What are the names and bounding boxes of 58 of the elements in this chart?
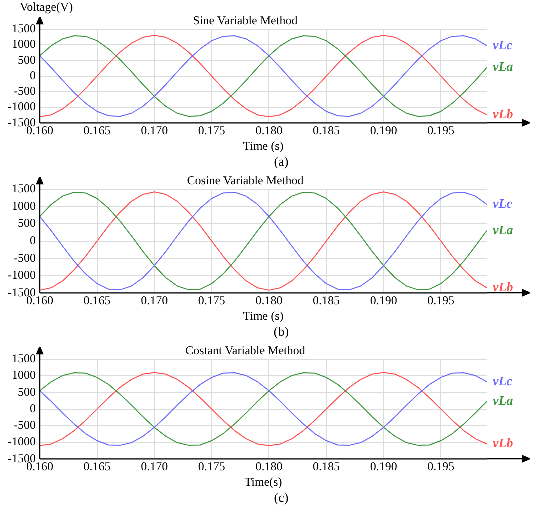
x-tick-label: 0.175 xyxy=(198,294,226,308)
y-tick-label: -1000 xyxy=(8,434,36,449)
series-label: vLa xyxy=(493,222,514,238)
y-tick-label: 1000 xyxy=(12,368,36,382)
x-tick-label: 0.195 xyxy=(428,124,455,138)
x-tick-label: 0.180 xyxy=(256,294,283,308)
x-tick-label: 0.180 xyxy=(256,460,283,474)
y-tick-label: 1500 xyxy=(12,352,36,366)
x-tick-label: 0.165 xyxy=(84,294,111,308)
text: (c) xyxy=(274,490,289,505)
x-tick-label: 0.175 xyxy=(198,460,226,474)
x-tick-label: 0.185 xyxy=(313,460,340,474)
series-label: vLa xyxy=(493,59,514,74)
series-label: vLc xyxy=(493,196,513,211)
y-tick-label: -1000 xyxy=(8,268,36,282)
x-tick-label: 0.185 xyxy=(313,124,340,138)
x-tick-label: 0.190 xyxy=(370,294,398,308)
series-label: vLb xyxy=(493,279,514,294)
y-tick-label: -500 xyxy=(14,418,36,432)
chart-title: Cosine Variable Method xyxy=(187,173,304,188)
y-tick-label: 0 xyxy=(30,68,36,82)
x-axis-title: Time(s) xyxy=(244,474,282,489)
text: (a) xyxy=(274,154,289,169)
text: (b) xyxy=(274,324,290,339)
series-label: vLa xyxy=(493,393,514,408)
x-tick-label: 0.180 xyxy=(256,124,283,138)
x-tick-label: 0.195 xyxy=(428,294,455,308)
x-tick-label: 0.190 xyxy=(370,124,398,138)
x-tick-label: 0.165 xyxy=(84,124,111,138)
x-tick-label: 0.170 xyxy=(141,124,168,138)
x-axis-title: Time (s) xyxy=(243,138,284,153)
y-tick-label: 1000 xyxy=(12,37,36,52)
series-label: vLc xyxy=(493,37,513,52)
x-tick-label: 0.165 xyxy=(84,460,111,474)
chart-title: Sine Variable Method xyxy=(193,13,298,28)
x-tick-label: 0.185 xyxy=(313,294,340,308)
y-tick-label: -1000 xyxy=(8,100,36,114)
x-axis-title: Time (s) xyxy=(243,308,284,323)
x-tick-label: 0.175 xyxy=(198,124,226,138)
x-tick-label: 0.195 xyxy=(428,460,455,474)
chart-title: Costant Variable Method xyxy=(186,343,306,358)
y-tick-label: 500 xyxy=(18,216,36,230)
y-tick-label: 0 xyxy=(30,401,36,416)
y-tick-label: 0 xyxy=(30,233,36,248)
y-tick-label: -500 xyxy=(14,250,36,265)
x-tick-label: 0.170 xyxy=(141,294,168,308)
y-axis-title: Voltage(V) xyxy=(20,0,74,14)
y-tick-label: 1000 xyxy=(12,198,36,213)
y-tick-label: 500 xyxy=(18,52,36,67)
y-tick-label: 1500 xyxy=(12,22,36,36)
series-label: vLc xyxy=(493,373,513,388)
series-label: vLb xyxy=(493,436,514,451)
y-tick-label: 500 xyxy=(18,384,36,399)
x-tick-label: 0.190 xyxy=(370,460,398,474)
series-label: vLb xyxy=(493,106,514,122)
y-tick-label: 1500 xyxy=(12,182,36,196)
x-tick-label: 0.170 xyxy=(141,460,168,474)
y-tick-label: -500 xyxy=(14,84,36,98)
